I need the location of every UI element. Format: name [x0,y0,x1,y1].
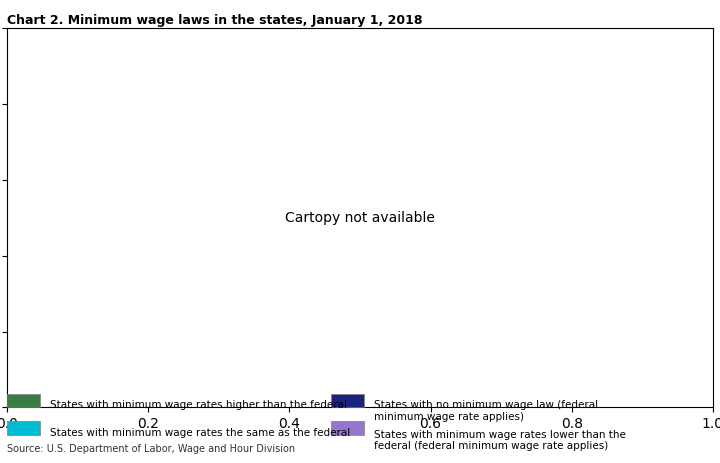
Text: Source: U.S. Department of Labor, Wage and Hour Division: Source: U.S. Department of Labor, Wage a… [7,444,295,454]
Text: States with no minimum wage law (federal
minimum wage rate applies): States with no minimum wage law (federal… [374,400,598,422]
Text: States with minimum wage rates lower than the
federal (federal minimum wage rate: States with minimum wage rates lower tha… [374,430,626,451]
Text: States with minimum wage rates the same as the federal: States with minimum wage rates the same … [50,428,351,438]
Text: Cartopy not available: Cartopy not available [285,211,435,225]
Text: States with minimum wage rates higher than the federal: States with minimum wage rates higher th… [50,400,347,411]
Text: Chart 2. Minimum wage laws in the states, January 1, 2018: Chart 2. Minimum wage laws in the states… [7,14,423,27]
